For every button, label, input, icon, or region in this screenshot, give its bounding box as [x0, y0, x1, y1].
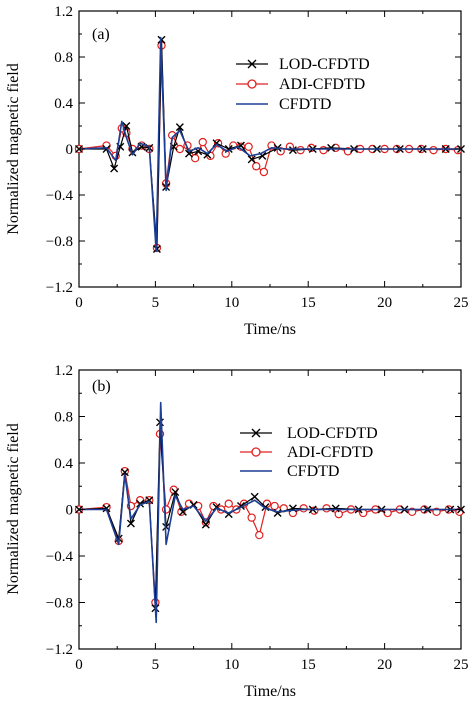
- x-tick-label: 10: [224, 657, 239, 673]
- data-point-lod-cfdtd: [175, 123, 184, 132]
- data-point-lod-cfdtd: [250, 492, 259, 501]
- x-tick-label: 10: [224, 295, 239, 311]
- y-tick-label: 0: [66, 142, 74, 158]
- y-tick-label: 1.2: [54, 363, 73, 379]
- axis-ticks-b: 0 5 10 15 20 25 −1.2 −0.8 −0.4 0 0.4 0.8 1.2: [46, 363, 469, 673]
- y-tick-label: 0.4: [54, 456, 73, 472]
- data-point-lod-cfdtd: [247, 155, 256, 164]
- data-point-adi-cfdtd: [270, 501, 279, 511]
- legend-b: LOD-CFDTD ADI-CFDTD CFDTD: [240, 425, 378, 480]
- data-point-adi-cfdtd: [244, 142, 253, 151]
- legend-label-adi: ADI-CFDTD: [279, 76, 365, 93]
- legend-entry-adi: ADI-CFDTD: [240, 444, 373, 461]
- legend-marker-lod: [247, 59, 257, 69]
- series-line-cfdtd: [78, 36, 461, 253]
- data-point-adi-cfdtd: [161, 505, 171, 514]
- data-point-lod-cfdtd: [327, 143, 336, 152]
- legend-label-lod: LOD-CFDTD: [287, 425, 378, 442]
- plot-marks-a: [74, 35, 465, 254]
- series-line-lod-cfdtd: [78, 421, 461, 609]
- legend-entry-lod: LOD-CFDTD: [236, 56, 370, 73]
- plot-marks-b: [74, 401, 465, 624]
- data-point-adi-cfdtd: [247, 513, 256, 522]
- panel-label-a: (a): [92, 26, 110, 43]
- axis-ticks-a: 0 5 10 15 20 25 −1.2 −0.8 −0.4 0 0.4 0.8 1.2: [46, 4, 469, 311]
- x-tick-label: 25: [454, 657, 469, 673]
- data-point-adi-cfdtd: [175, 144, 185, 154]
- y-axis-label-a: Normalized magnetic field: [5, 63, 22, 234]
- legend-entry-adi: ADI-CFDTD: [236, 76, 365, 93]
- y-tick-label: 1.2: [54, 4, 73, 20]
- legend-label-lod: LOD-CFDTD: [279, 56, 370, 73]
- data-point-adi-cfdtd: [224, 499, 233, 508]
- x-axis-label-b: Time/ns: [244, 683, 296, 700]
- x-tick-label: 25: [454, 295, 469, 311]
- data-point-lod-cfdtd: [102, 504, 111, 513]
- data-point-adi-cfdtd: [383, 508, 392, 518]
- x-tick-label: 5: [152, 657, 160, 673]
- legend-marker-adi: [247, 79, 257, 89]
- legend-label-cfdtd: CFDTD: [287, 463, 339, 480]
- y-tick-label: 0.8: [54, 410, 73, 426]
- data-point-lod-cfdtd: [171, 488, 180, 497]
- y-tick-label: −0.4: [46, 188, 74, 204]
- data-point-adi-cfdtd: [190, 153, 200, 163]
- legend-entry-cfdtd: CFDTD: [240, 463, 339, 480]
- panel-label-b: (b): [92, 378, 111, 395]
- data-point-adi-cfdtd: [259, 167, 269, 177]
- data-point-lod-cfdtd: [201, 520, 210, 529]
- x-tick-label: 20: [377, 657, 392, 673]
- data-point-lod-cfdtd: [120, 468, 129, 477]
- x-tick-label: 0: [75, 295, 83, 311]
- data-point-lod-cfdtd: [331, 504, 340, 513]
- data-point-lod-cfdtd: [288, 146, 297, 155]
- series-line-adi-cfdtd: [78, 433, 460, 604]
- legend-marker-lod: [251, 428, 261, 438]
- data-point-lod-cfdtd: [126, 519, 135, 528]
- y-axis-label-b: Normalized magnetic field: [5, 423, 22, 594]
- legend-a: LOD-CFDTD ADI-CFDTD CFDTD: [236, 56, 370, 113]
- x-tick-label: 15: [301, 657, 316, 673]
- series-line-cfdtd: [79, 401, 461, 624]
- data-point-adi-cfdtd: [429, 145, 438, 155]
- panel-b: 0 5 10 15 20 25 −1.2 −0.8 −0.4 0 0.4 0.8 1.2 (b) Tim…: [5, 363, 469, 700]
- y-tick-label: −0.8: [46, 234, 73, 250]
- data-point-adi-cfdtd: [252, 162, 261, 171]
- legend-entry-cfdtd: CFDTD: [236, 96, 331, 113]
- data-point-lod-cfdtd: [185, 149, 194, 158]
- data-point-lod-cfdtd: [136, 499, 145, 508]
- data-point-adi-cfdtd: [198, 137, 207, 147]
- y-tick-label: −1.2: [46, 642, 73, 658]
- data-point-adi-cfdtd: [359, 508, 368, 518]
- y-tick-label: −1.2: [46, 280, 73, 296]
- legend-marker-adi: [251, 447, 261, 457]
- y-tick-label: 0.4: [54, 96, 73, 112]
- x-tick-label: 15: [301, 295, 316, 311]
- x-axis-label-a: Time/ns: [244, 321, 296, 338]
- legend-label-cfdtd: CFDTD: [279, 96, 331, 113]
- data-point-adi-cfdtd: [201, 518, 211, 527]
- x-tick-label: 0: [75, 657, 83, 673]
- legend-entry-lod: LOD-CFDTD: [240, 425, 378, 442]
- data-point-lod-cfdtd: [110, 164, 119, 173]
- y-tick-label: −0.8: [46, 596, 73, 612]
- y-tick-label: −0.4: [46, 549, 74, 565]
- y-tick-label: 0: [66, 503, 74, 519]
- x-tick-label: 5: [152, 295, 160, 311]
- y-tick-label: 0.8: [54, 50, 73, 66]
- panel-a: 0 5 10 15 20 25 −1.2 −0.8 −0.4 0 0.4 0.8 1.2 (a) Tim…: [5, 4, 469, 338]
- data-point-adi-cfdtd: [255, 530, 264, 540]
- x-tick-label: 20: [377, 295, 392, 311]
- legend-label-adi: ADI-CFDTD: [287, 444, 373, 461]
